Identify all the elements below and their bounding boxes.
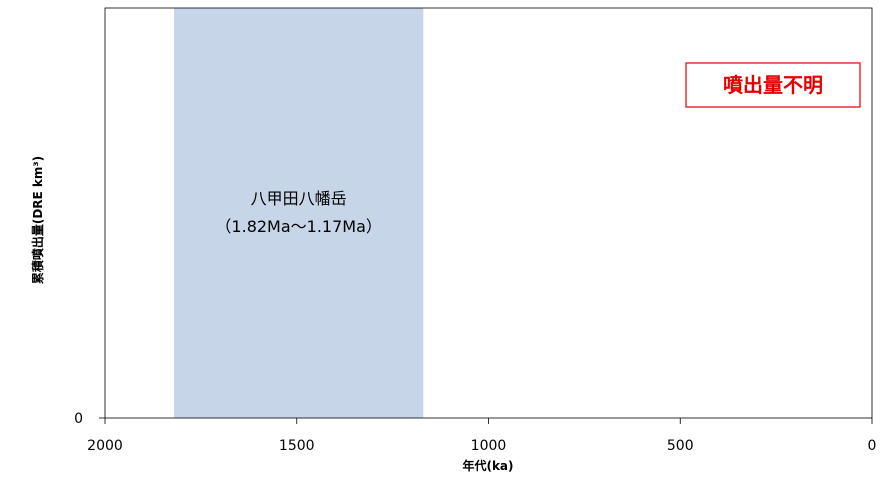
x-tick-label-0: 2000 — [87, 438, 123, 454]
y-tick-label-0: 0 — [74, 411, 83, 427]
x-axis-title: 年代(ka) — [462, 458, 513, 473]
annotation-text: 噴出量不明 — [723, 73, 823, 97]
region-name-0: 八甲田八幡岳 — [251, 189, 347, 208]
annotation-box — [685, 62, 861, 108]
y-axis: 0 — [74, 411, 105, 427]
x-tick-label-4: 0 — [868, 438, 877, 454]
x-tick-label-1: 1500 — [279, 438, 315, 454]
region-band-0 — [174, 8, 424, 418]
x-axis: 2000 1500 1000 500 0 — [87, 418, 876, 454]
x-tick-label-3: 500 — [667, 438, 694, 454]
y-axis-title: 累積噴出量(DRE km³) — [30, 156, 45, 284]
regions-layer: 八甲田八幡岳 （1.82Ma～1.17Ma） — [174, 8, 424, 418]
x-tick-label-2: 1000 — [471, 438, 507, 454]
region-range-0: （1.82Ma～1.17Ma） — [215, 217, 381, 236]
